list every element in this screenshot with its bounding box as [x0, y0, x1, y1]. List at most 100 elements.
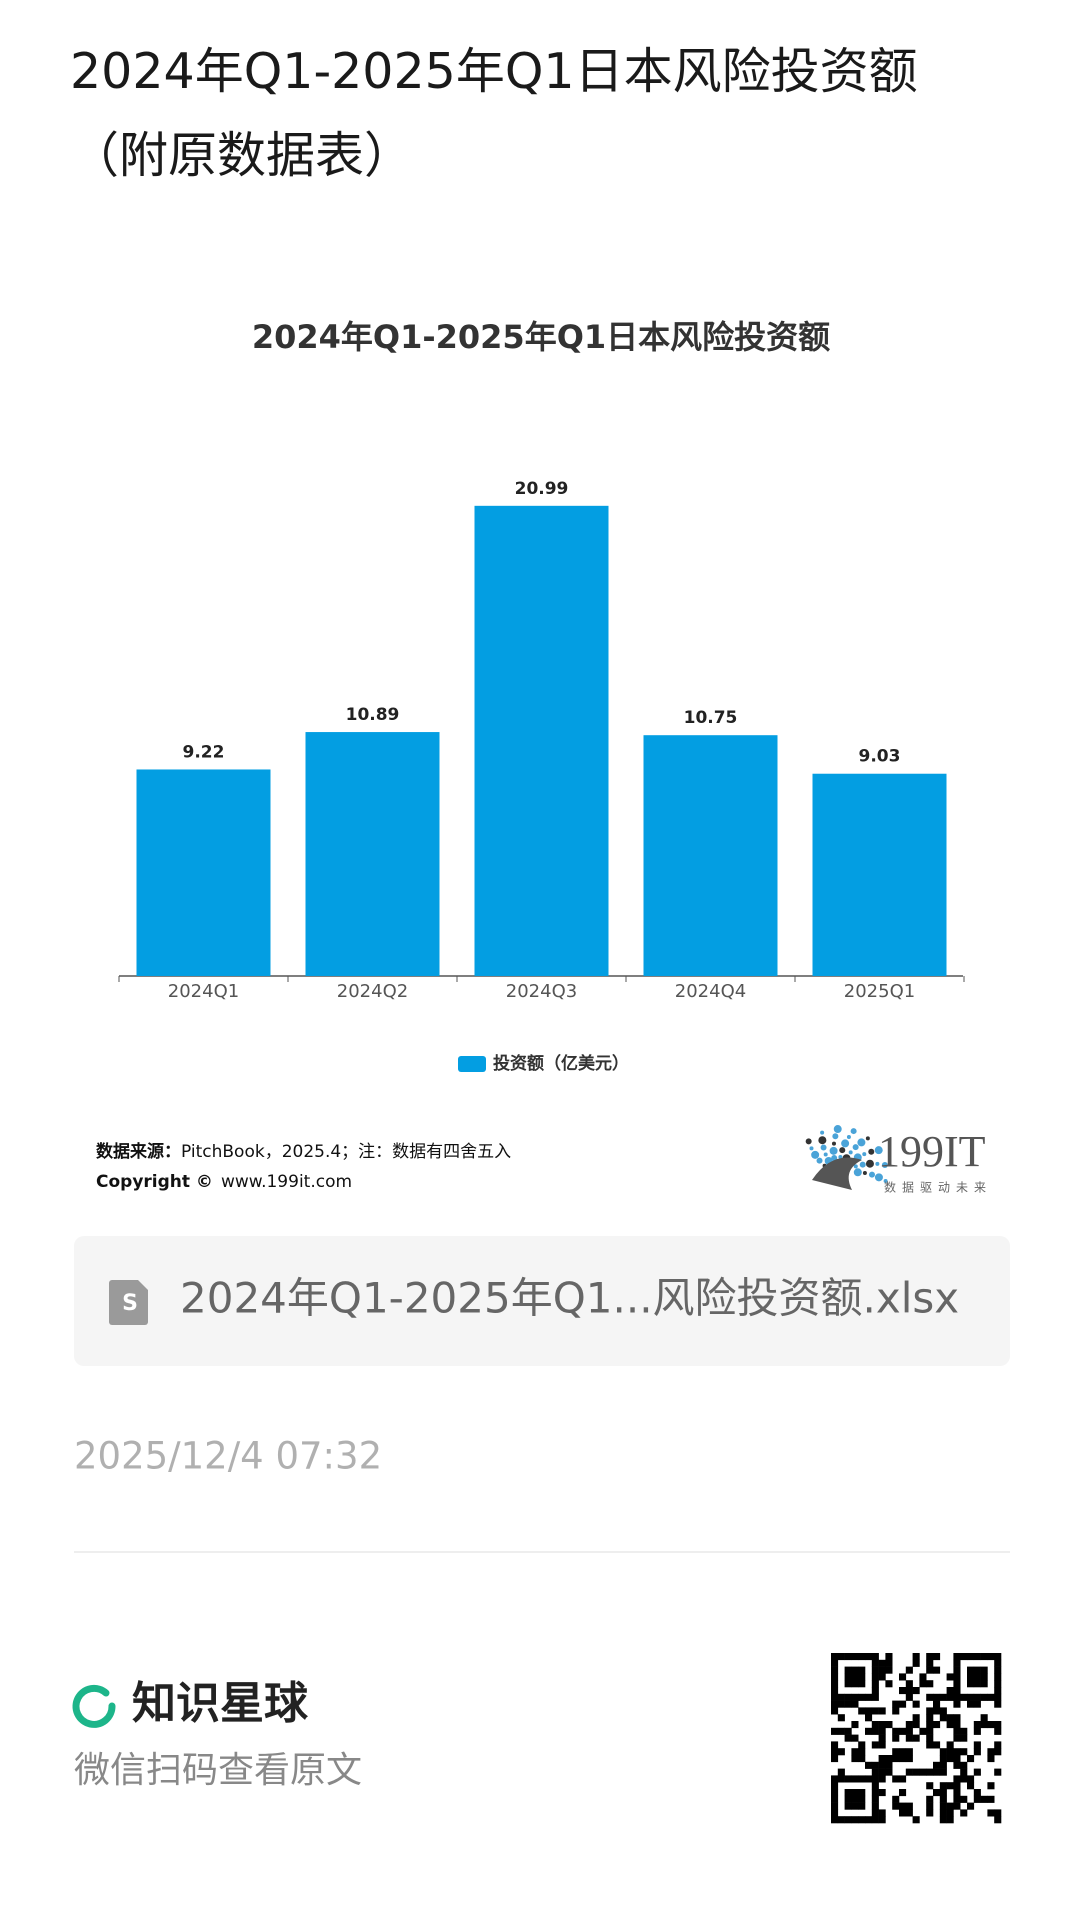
qr-cell [973, 1653, 981, 1661]
logo-dot [823, 1152, 828, 1157]
qr-cell [912, 1734, 920, 1742]
logo-dot [853, 1168, 862, 1177]
logo-dot [838, 1155, 843, 1160]
logo-tagline: 数据驱动未来 [884, 1180, 992, 1195]
qr-cell [953, 1761, 961, 1769]
logo-dot [883, 1178, 888, 1183]
qr-cell [837, 1653, 845, 1661]
qr-cell [980, 1680, 988, 1688]
qr-cell [994, 1700, 1002, 1708]
qr-cell [878, 1673, 886, 1681]
qr-cell [831, 1653, 839, 1661]
qr-cell [865, 1727, 873, 1735]
logo-fan [812, 1157, 862, 1190]
title-box: 2024年Q1-2025年Q1日本风险投资额（附原数据表） [70, 43, 918, 184]
copyright-text: Copyright © www.199it.com [96, 1172, 352, 1192]
qr-cell [926, 1653, 934, 1661]
qr-cell [878, 1734, 886, 1742]
scan-hint: 微信扫码查看原文 [74, 1750, 362, 1791]
logo-dot [818, 1136, 827, 1145]
qr-cell [905, 1693, 913, 1701]
qr-cell [926, 1768, 934, 1776]
qr-cell [885, 1659, 893, 1667]
qr-cell [844, 1727, 852, 1735]
qr-cell [973, 1748, 981, 1756]
bar [812, 773, 947, 976]
qr-cell [946, 1673, 954, 1681]
qr-cell [851, 1666, 859, 1674]
qr-cell [933, 1700, 941, 1708]
qr-cell [831, 1775, 839, 1783]
qr-cell [865, 1775, 873, 1783]
qr-cell [878, 1775, 886, 1783]
qr-cell [899, 1748, 907, 1756]
brand-icon [72, 1684, 116, 1728]
qr-cell [912, 1653, 920, 1661]
qr-cell [905, 1809, 913, 1817]
qr-cell [994, 1666, 1002, 1674]
page-title: 2024年Q1-2025年Q1日本风险投资额（附原数据表） [70, 43, 918, 184]
value-label: 20.99 [515, 479, 569, 499]
qr-cell [933, 1707, 941, 1715]
logo-dot [859, 1161, 866, 1168]
logo-dot [853, 1164, 858, 1169]
bar [643, 735, 778, 976]
qr-cell [851, 1795, 859, 1803]
source-text: 数据来源：PitchBook，2025.4；注：数据有四舍五入 [96, 1141, 511, 1162]
qr-cell [939, 1768, 947, 1776]
qr-cell [878, 1727, 886, 1735]
logo-dot [852, 1144, 859, 1151]
qr-cell [871, 1693, 879, 1701]
qr-cell [871, 1721, 879, 1729]
qr-cell [858, 1748, 866, 1756]
qr-cell [980, 1673, 988, 1681]
qr-cell [987, 1809, 995, 1817]
qr-cell [871, 1802, 879, 1810]
qr-cell [892, 1727, 900, 1735]
qr-cell [892, 1795, 900, 1803]
qr-cell [837, 1775, 845, 1783]
qr-cell [831, 1693, 839, 1701]
logo-dot [857, 1138, 866, 1147]
qr-cell [953, 1755, 961, 1763]
logo-dot [811, 1150, 820, 1159]
qr-cell [844, 1789, 852, 1797]
qr-cell [851, 1775, 859, 1783]
value-label: 9.03 [859, 747, 901, 767]
qr-cell [939, 1748, 947, 1756]
qr-cell [953, 1693, 961, 1701]
qr-cell [878, 1659, 886, 1667]
file-box[interactable] [74, 1236, 1010, 1366]
qr-cell [831, 1755, 839, 1763]
logo-dot [820, 1144, 827, 1151]
legend-swatch [458, 1056, 486, 1072]
qr-cell [851, 1721, 859, 1729]
logo-dot [829, 1146, 838, 1155]
qr-cell [837, 1748, 845, 1756]
qr-cell [960, 1653, 968, 1661]
qr-cell [973, 1795, 981, 1803]
qr-cell [994, 1653, 1002, 1661]
qr-cell [844, 1734, 852, 1742]
qr-cell [946, 1721, 954, 1729]
x-tick-label: 2024Q1 [168, 981, 239, 1002]
qr-cell [878, 1789, 886, 1797]
qr-cell [926, 1795, 934, 1803]
qr-cell [919, 1680, 927, 1688]
qr-cell [844, 1673, 852, 1681]
qr-cell [885, 1755, 893, 1763]
qr-cell [858, 1789, 866, 1797]
qr-cell [973, 1700, 981, 1708]
qr-cell [912, 1816, 920, 1824]
qr-cell [831, 1707, 839, 1715]
logo-dot [809, 1146, 814, 1151]
logo-dot [868, 1148, 875, 1155]
qr-cell [960, 1795, 968, 1803]
qr-cell [967, 1693, 975, 1701]
qr-cell [885, 1680, 893, 1688]
file-name[interactable]: 2024年Q1-2025年Q1...风险投资额.xlsx [180, 1274, 959, 1323]
qr-cell [926, 1809, 934, 1817]
qr-cell [899, 1673, 907, 1681]
